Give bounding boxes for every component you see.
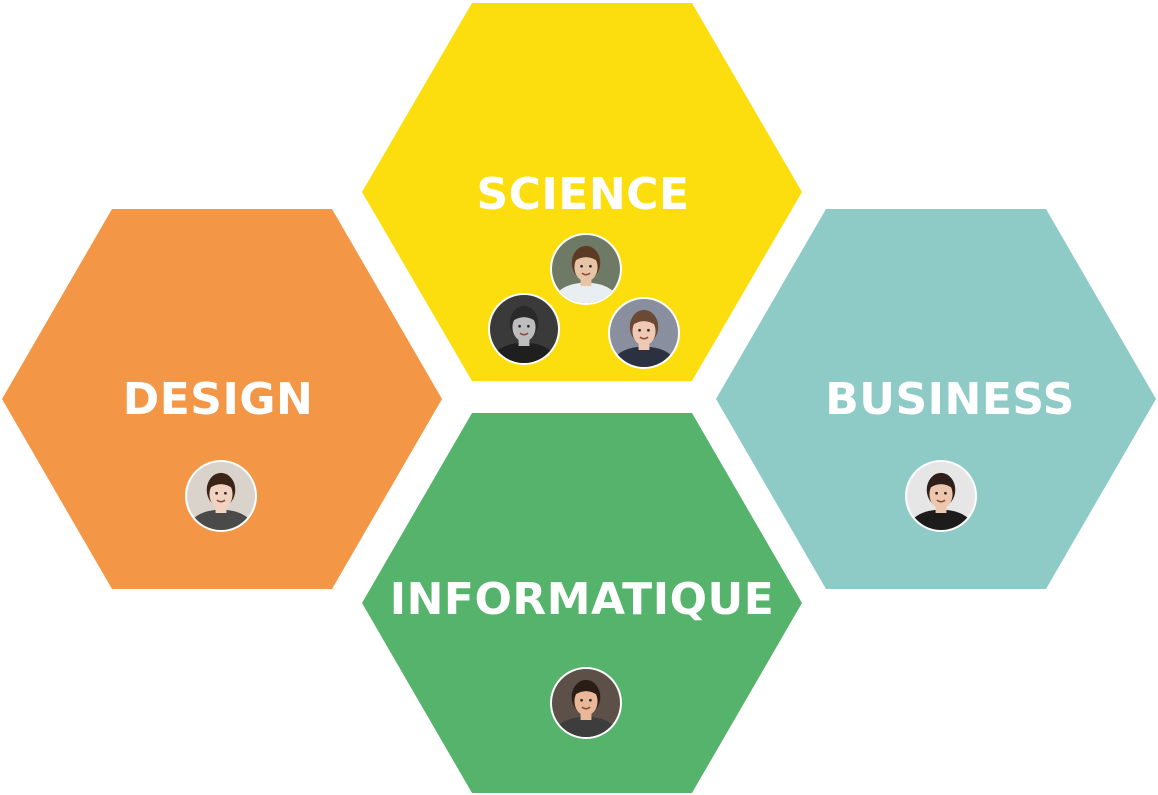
science-avatar-2 [488, 293, 560, 365]
hexagon-science: SCIENCE [362, 3, 802, 381]
person-avatar-icon [907, 462, 975, 530]
person-avatar-icon [610, 299, 678, 367]
person-avatar-icon [552, 235, 620, 303]
hexagon-business-shape [716, 209, 1156, 589]
hexagon-science-shape [362, 3, 802, 381]
hexagon-informatique-label: INFORMATIQUE [390, 574, 775, 625]
hexagon-design-shape [2, 209, 442, 589]
hexagon-informatique-shape [362, 413, 802, 793]
hexagon-design: DESIGN [2, 209, 442, 589]
design-avatar-1 [185, 460, 257, 532]
informatique-avatar-1 [550, 667, 622, 739]
science-avatar-1 [550, 233, 622, 305]
business-avatar-1 [905, 460, 977, 532]
hexagon-science-label: SCIENCE [476, 169, 689, 220]
hexagon-informatique: INFORMATIQUE [362, 413, 802, 793]
hexagon-business-label: BUSINESS [825, 374, 1075, 425]
science-avatar-3 [608, 297, 680, 369]
hexagon-design-label: DESIGN [123, 374, 314, 425]
person-avatar-icon [490, 295, 558, 363]
person-avatar-icon [552, 669, 620, 737]
hexagon-business: BUSINESS [716, 209, 1156, 589]
person-avatar-icon [187, 462, 255, 530]
